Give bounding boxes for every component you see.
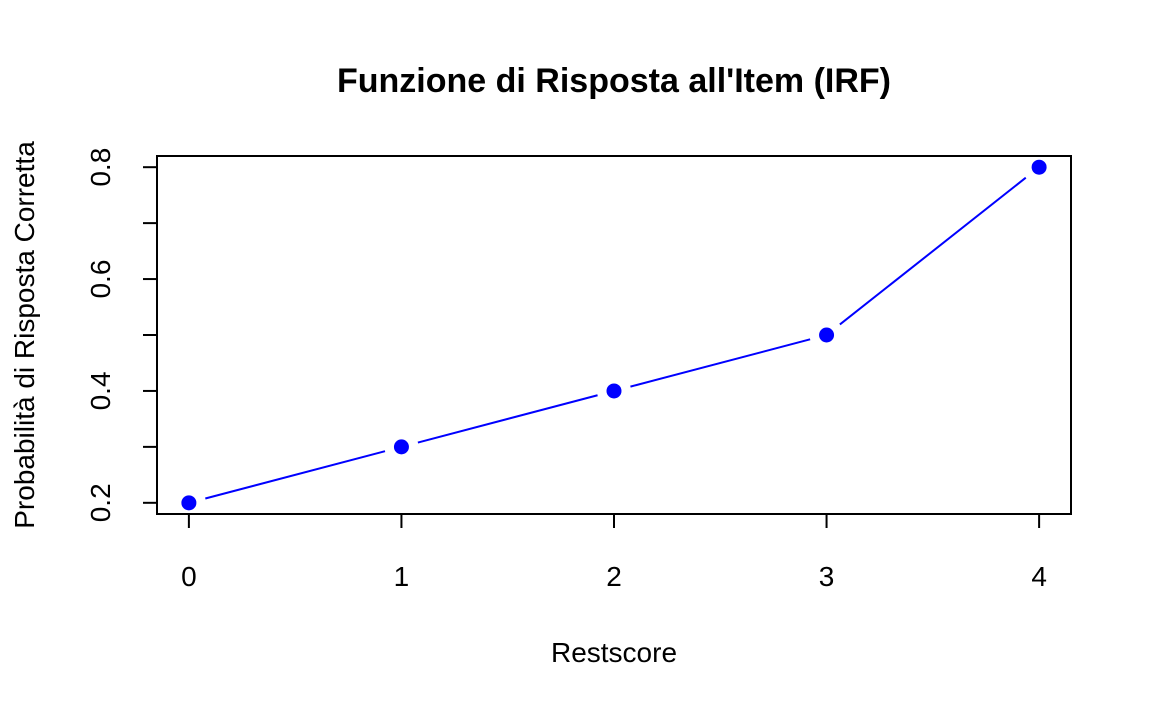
y-tick-label: 0.4 — [85, 371, 116, 410]
x-axis-label: Restscore — [551, 637, 677, 668]
data-point — [181, 495, 197, 511]
y-axis-label: Probabilità di Risposta Corretta — [9, 141, 40, 529]
plot-frame — [156, 155, 1072, 515]
y-tick-label: 0.2 — [85, 483, 116, 522]
y-tick-label: 0.6 — [85, 260, 116, 299]
data-point — [606, 383, 622, 399]
x-tick-label: 1 — [394, 561, 410, 592]
x-tick-label: 0 — [181, 561, 197, 592]
chart-title: Funzione di Risposta all'Item (IRF) — [337, 62, 891, 100]
series-layer — [181, 159, 1047, 511]
y-tick-label: 0.8 — [85, 148, 116, 187]
series-line-segment — [205, 450, 386, 500]
x-axis: 0 1 2 3 4 — [181, 513, 1047, 592]
x-tick-label: 2 — [606, 561, 622, 592]
x-tick-label: 4 — [1031, 561, 1047, 592]
series-line-segment — [630, 338, 811, 388]
series-line-segment — [417, 394, 598, 444]
data-point — [819, 327, 835, 343]
data-point — [393, 439, 409, 455]
data-point — [1031, 159, 1047, 175]
y-axis: 0.2 0.4 0.6 0.8 — [85, 148, 158, 522]
series-line-segment — [839, 176, 1027, 326]
x-tick-label: 3 — [819, 561, 835, 592]
